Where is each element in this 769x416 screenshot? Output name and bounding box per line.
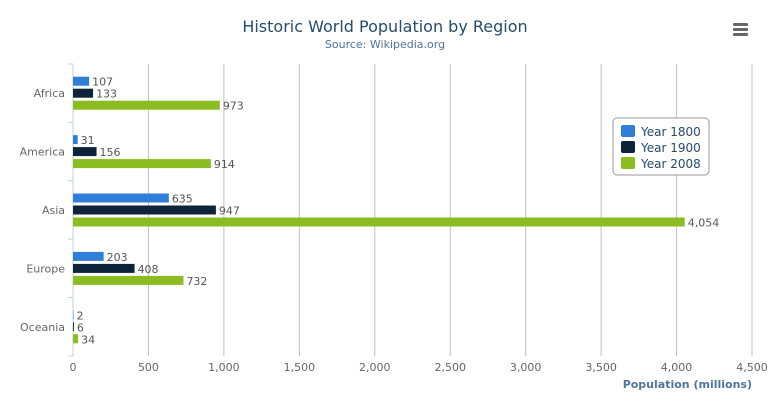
data-label: 732 [186,275,207,288]
x-tick-label: 500 [138,361,159,374]
legend-swatch[interactable] [621,141,635,153]
data-label: 635 [172,193,193,206]
bar-year-1800-africa[interactable] [73,76,90,86]
x-tick-label: 0 [70,361,77,374]
legend-item[interactable]: Year 1900 [640,141,701,155]
x-tick-label: 4,000 [661,361,693,374]
data-label: 947 [219,205,240,218]
bar-year-2008-america[interactable] [73,159,211,169]
data-label: 31 [81,134,95,147]
bar-year-1900-oceania[interactable] [73,322,74,332]
x-tick-label: 1,000 [208,361,240,374]
chart-title: Historic World Population by Region [242,17,527,36]
bar-year-1900-asia[interactable] [73,205,216,215]
data-label: 203 [107,251,128,264]
y-category-label: Asia [42,204,65,217]
bar-year-1900-africa[interactable] [73,88,94,98]
data-label: 914 [214,158,235,171]
legend: Year 1800 Year 1900 Year 2008 [612,117,710,176]
legend-box [612,117,710,176]
chart-subtitle: Source: Wikipedia.org [325,38,445,51]
bar-year-1800-asia[interactable] [73,193,169,203]
x-tick-label: 1,500 [284,361,316,374]
x-tick-label: 3,500 [585,361,617,374]
legend-item[interactable]: Year 1800 [640,125,701,139]
x-tick-label: 4,500 [736,361,768,374]
bar-year-1800-oceania[interactable] [73,310,74,320]
data-label: 4,054 [688,217,720,230]
hamburger-menu-icon[interactable] [733,23,748,36]
data-label: 408 [138,263,159,276]
bar-year-1900-america[interactable] [73,147,97,157]
y-category-label: America [20,146,65,159]
legend-swatch[interactable] [621,157,635,169]
bar-year-1800-america[interactable] [73,135,78,145]
data-label: 2 [77,309,84,322]
y-category-label: Oceania [20,321,65,334]
data-label: 973 [223,100,244,113]
x-tick-label: 2,500 [434,361,466,374]
y-category-label: Europe [26,262,65,275]
bar-year-2008-africa[interactable] [73,100,220,110]
data-label: 6 [77,321,84,334]
data-label: 107 [92,76,113,89]
data-label: 156 [100,146,121,159]
bar-year-2008-asia[interactable] [73,217,685,227]
legend-item[interactable]: Year 2008 [640,157,701,171]
x-tick-label: 2,000 [359,361,391,374]
bar-year-2008-europe[interactable] [73,275,184,285]
y-category-label: Africa [34,87,65,100]
x-axis-title: Population (millions) [623,378,752,391]
legend-swatch[interactable] [621,125,635,137]
data-label: 34 [81,333,95,346]
x-tick-label: 3,000 [510,361,542,374]
bar-year-1800-europe[interactable] [73,251,104,261]
data-label: 133 [96,88,117,101]
bar-year-2008-oceania[interactable] [73,334,79,344]
bar-year-1900-europe[interactable] [73,263,135,273]
